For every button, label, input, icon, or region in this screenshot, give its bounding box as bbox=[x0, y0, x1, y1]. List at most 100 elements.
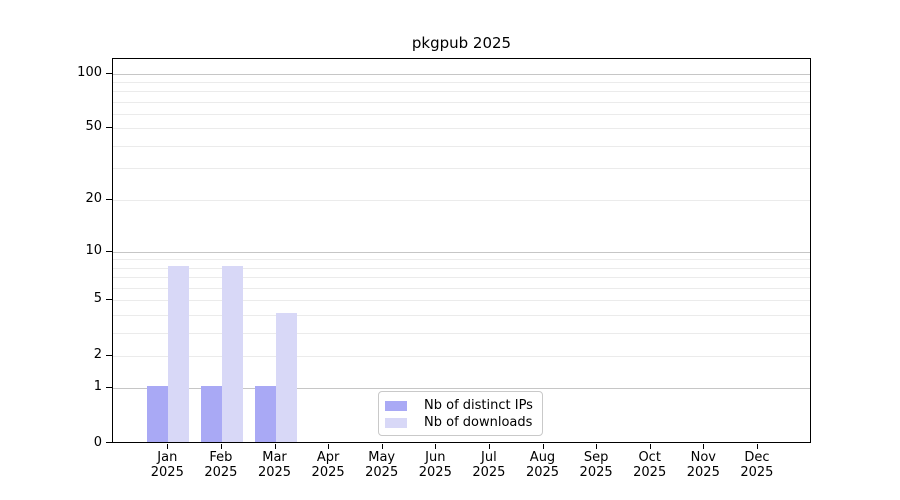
gridline-major bbox=[113, 73, 810, 75]
y-tick-label: 100 bbox=[77, 64, 102, 80]
legend-items: Nb of distinct IPs Nb of downloads bbox=[379, 397, 542, 431]
y-tick-label: 20 bbox=[85, 190, 102, 206]
legend-label: Nb of distinct IPs bbox=[424, 398, 533, 413]
bar-nb-of-downloads-feb bbox=[221, 265, 243, 442]
y-tick bbox=[106, 354, 112, 356]
y-tick bbox=[106, 127, 112, 129]
x-tick-label-year: 2025 bbox=[472, 465, 506, 480]
plot-area bbox=[112, 58, 811, 443]
x-tick-label-year: 2025 bbox=[365, 465, 399, 480]
bar-nb-of-distinct-ips-mar bbox=[254, 386, 276, 442]
gridline-minor bbox=[113, 168, 810, 170]
x-tick-label-month: Dec bbox=[744, 450, 770, 465]
gridline-minor bbox=[113, 91, 810, 93]
x-tick-label: Oct 2025 bbox=[618, 450, 682, 480]
y-tick bbox=[106, 198, 112, 200]
x-tick-label-year: 2025 bbox=[257, 465, 292, 480]
gridline-minor bbox=[113, 287, 810, 289]
gridline-minor bbox=[113, 355, 810, 357]
bar-nb-of-distinct-ips-feb bbox=[200, 386, 222, 442]
gridline-minor bbox=[113, 101, 810, 103]
x-tick-label-month: Feb bbox=[209, 450, 233, 465]
x-tick-label-year: 2025 bbox=[418, 465, 452, 480]
x-tick-label-year: 2025 bbox=[579, 465, 613, 480]
x-tick bbox=[328, 444, 330, 449]
y-tick bbox=[106, 72, 112, 74]
x-tick-label: Nov 2025 bbox=[671, 450, 735, 480]
gridline-minor bbox=[113, 277, 810, 279]
y-tick bbox=[106, 442, 112, 443]
gridline-major bbox=[113, 388, 810, 390]
x-tick-label-year: 2025 bbox=[633, 465, 667, 480]
legend-item: Nb of distinct IPs bbox=[379, 397, 542, 414]
x-tick-label-month: Nov bbox=[690, 450, 716, 465]
gridline-minor bbox=[113, 199, 810, 201]
gridline-minor bbox=[113, 267, 810, 269]
x-tick-label-month: Mar bbox=[262, 450, 287, 465]
gridline-minor bbox=[113, 300, 810, 302]
x-tick bbox=[756, 444, 758, 449]
x-tick-label: Dec 2025 bbox=[725, 450, 789, 480]
x-tick-label-year: 2025 bbox=[525, 465, 560, 480]
y-tick-label: 2 bbox=[93, 346, 102, 362]
x-tick bbox=[220, 444, 222, 449]
legend-swatch bbox=[385, 400, 407, 411]
x-tick bbox=[274, 444, 276, 449]
x-tick-label: Feb 2025 bbox=[189, 450, 253, 480]
x-tick bbox=[649, 444, 651, 449]
x-tick-label: Aug 2025 bbox=[511, 450, 575, 480]
x-tick-label-year: 2025 bbox=[686, 465, 720, 480]
chart-title: pkgpub 2025 bbox=[411, 34, 512, 52]
x-tick-label-month: Jan bbox=[157, 450, 178, 465]
bar-nb-of-distinct-ips-jan bbox=[147, 386, 169, 442]
legend-label: Nb of downloads bbox=[424, 415, 533, 430]
x-tick-label: Sep 2025 bbox=[564, 450, 628, 480]
x-tick-label-month: Jul bbox=[481, 450, 497, 465]
x-tick-label-year: 2025 bbox=[150, 465, 184, 480]
x-tick-label-month: Oct bbox=[638, 450, 661, 465]
gridline-minor bbox=[113, 259, 810, 261]
x-tick bbox=[167, 444, 169, 449]
y-tick bbox=[106, 250, 112, 252]
x-tick bbox=[435, 444, 437, 449]
y-tick-label: 50 bbox=[85, 119, 102, 135]
x-tick bbox=[542, 444, 544, 449]
x-tick bbox=[381, 444, 383, 449]
x-tick-label: Jun 2025 bbox=[403, 450, 467, 480]
x-tick bbox=[703, 444, 705, 449]
gridline-minor bbox=[113, 314, 810, 316]
x-tick-label: May 2025 bbox=[350, 450, 414, 480]
x-tick bbox=[488, 444, 490, 449]
x-tick-label-year: 2025 bbox=[311, 465, 345, 480]
legend-swatch bbox=[385, 417, 407, 428]
x-tick-label-year: 2025 bbox=[740, 465, 774, 480]
x-tick-label-month: Jun bbox=[425, 450, 446, 465]
legend: Nb of distinct IPs Nb of downloads bbox=[378, 391, 543, 436]
x-tick-label-month: May bbox=[368, 450, 396, 465]
gridline-minor bbox=[113, 113, 810, 115]
x-tick-label-month: Apr bbox=[316, 450, 340, 465]
x-tick-label: Apr 2025 bbox=[296, 450, 360, 480]
x-tick-label: Jan 2025 bbox=[135, 450, 199, 480]
y-tick-label: 5 bbox=[93, 291, 102, 307]
legend-item: Nb of downloads bbox=[379, 414, 542, 431]
y-tick bbox=[106, 387, 112, 389]
bar-nb-of-downloads-mar bbox=[275, 312, 297, 442]
x-tick-label-month: Sep bbox=[583, 450, 609, 465]
gridline-minor bbox=[113, 145, 810, 147]
y-tick-label: 1 bbox=[93, 379, 102, 395]
gridline-major bbox=[113, 251, 810, 253]
x-tick-label: Mar 2025 bbox=[243, 450, 307, 480]
bar-nb-of-downloads-jan bbox=[168, 265, 190, 442]
y-tick-label: 0 bbox=[93, 435, 102, 450]
x-tick-label-year: 2025 bbox=[204, 465, 238, 480]
gridline-minor bbox=[113, 128, 810, 130]
y-tick-label: 10 bbox=[85, 242, 102, 258]
x-tick-label-month: Aug bbox=[529, 450, 556, 465]
gridline-minor bbox=[113, 332, 810, 334]
y-tick bbox=[106, 299, 112, 301]
gridline-minor bbox=[113, 81, 810, 83]
x-tick bbox=[596, 444, 598, 449]
x-tick-label: Jul 2025 bbox=[457, 450, 521, 480]
